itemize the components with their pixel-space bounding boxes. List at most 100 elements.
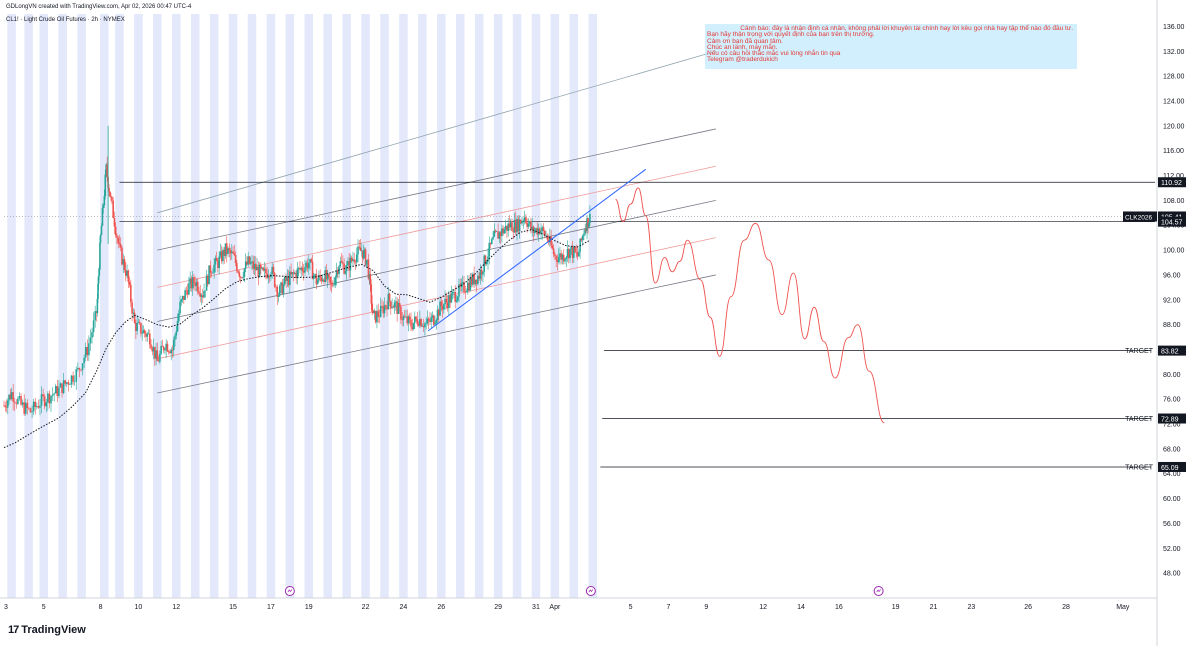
candle-body (304, 267, 306, 273)
candle-body (493, 230, 496, 237)
candle-body (97, 275, 100, 284)
candle-body (164, 349, 166, 351)
candle-body (118, 242, 121, 245)
candle-body (360, 250, 363, 252)
candle-body (507, 223, 509, 231)
candle-body (571, 246, 574, 258)
candle-body (268, 276, 271, 278)
candle-body (239, 276, 242, 278)
trendline (427, 168, 647, 332)
candle-body (504, 225, 507, 230)
session-band (569, 14, 579, 598)
candle-body (133, 312, 136, 323)
time-axis[interactable]: 3 5 8 10 12 15 17 19 22 24 26 29 31 Apr 5 7 9 12 14 16 19 21 2… (4, 604, 1130, 611)
candle-body (348, 261, 350, 271)
candle-body (210, 272, 213, 274)
note-line: Chúc an lành, may mắn. (707, 43, 778, 51)
price-tick-label: 88.00 (1163, 322, 1181, 329)
chart-credit: GDLongVN created with TradingView.com, A… (6, 4, 192, 10)
session-band (266, 14, 276, 598)
time-tick-label: 21 (930, 604, 938, 611)
candle-body (527, 223, 530, 227)
candle-body (169, 351, 171, 354)
candle-body (402, 316, 405, 320)
candle-body (449, 295, 451, 303)
candle-body (405, 316, 407, 318)
candle-body (349, 257, 352, 271)
candle-body (196, 281, 199, 292)
candle-body (282, 284, 285, 294)
candle-body (358, 246, 361, 248)
candle-body (454, 292, 456, 302)
candle-body (12, 392, 14, 402)
session-band (531, 14, 541, 598)
news-marker-glyph (876, 589, 881, 593)
candle-body (382, 306, 385, 314)
candle-body (116, 235, 118, 238)
candle-body (70, 375, 73, 385)
tradingview-logo-icon: 17 (8, 624, 19, 636)
candle-body (138, 322, 141, 323)
candle-body (241, 277, 243, 278)
session-band (550, 14, 560, 598)
candle-body (77, 367, 79, 370)
candle-body (84, 347, 87, 358)
price-label: 83.82 (1161, 348, 1179, 355)
candle-body (324, 270, 326, 282)
candle-body (257, 266, 260, 277)
time-tick-label: 15 (229, 604, 237, 611)
candle-body (214, 257, 217, 265)
candle-body (497, 231, 499, 239)
candle-body (59, 383, 62, 388)
candle-body (364, 249, 367, 265)
candle-body (17, 398, 19, 404)
candle-body (253, 263, 256, 269)
candle-body (61, 383, 63, 394)
candle-body (473, 273, 475, 285)
candle-body (305, 262, 308, 268)
candle-body (463, 281, 465, 292)
candle-body (435, 320, 438, 324)
candle-body (262, 267, 265, 271)
candle-body (243, 268, 246, 277)
candle-body (561, 254, 564, 260)
candle-body (36, 406, 38, 408)
price-axis[interactable]: 136.00 132.00 128.00 124.00 120.00 116.00 112.… (1163, 24, 1185, 578)
candle-body (99, 242, 101, 270)
candle-body (204, 290, 207, 292)
candle-body (420, 319, 422, 327)
candle-body (224, 243, 227, 256)
candle-body (403, 316, 406, 318)
candle-body (273, 273, 276, 287)
candle-body (468, 282, 470, 291)
candle-body (159, 353, 161, 362)
candle-body (318, 275, 320, 281)
price-label-bg (1158, 177, 1186, 188)
candle-body (185, 290, 188, 291)
candle-body (509, 222, 512, 228)
time-tick-label: 5 (629, 604, 633, 611)
candle-body (249, 262, 252, 264)
candle-body (229, 250, 232, 254)
candle-body (419, 319, 421, 326)
candle-body (219, 251, 222, 257)
tradingview-logo[interactable]: 17 TradingView (8, 624, 86, 636)
candle-body (207, 275, 209, 285)
candle-body (310, 259, 313, 262)
candle-body (145, 333, 147, 337)
candle-body (122, 259, 125, 265)
candle-body (289, 271, 291, 286)
candle-body (98, 269, 101, 276)
candle-body (18, 396, 21, 399)
candle-body (142, 330, 145, 334)
candle-body (512, 230, 515, 233)
candle-body (464, 291, 467, 293)
candle-body (448, 295, 450, 309)
candle-body (589, 213, 591, 224)
candle-body (75, 369, 78, 382)
candle-body (10, 392, 13, 399)
price-label: 65.09 (1161, 465, 1179, 472)
candle-body (429, 320, 431, 323)
candle-body (479, 269, 482, 279)
